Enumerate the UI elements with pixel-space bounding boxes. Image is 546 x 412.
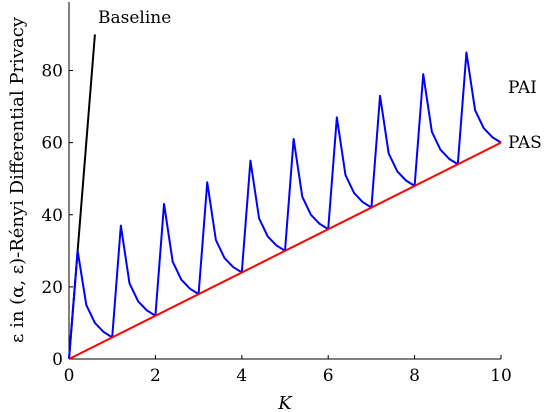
pas-line [68, 141, 502, 360]
pai-line [68, 51, 502, 360]
series-labels: Baseline PAI PAS [98, 8, 542, 153]
pai-label: PAI [508, 78, 537, 98]
x-tick-label: 4 [236, 366, 247, 386]
y-tick-label: 60 [41, 134, 63, 154]
axes [68, 2, 501, 360]
y-axis-title: ε in (α, ε)-Rényi Differential Privacy [7, 16, 28, 343]
x-tick-label: 2 [150, 366, 161, 386]
y-tick-label: 0 [52, 350, 63, 370]
y-tick-label: 80 [41, 62, 63, 82]
pas-label: PAS [508, 133, 542, 153]
x-tick-label: 8 [409, 366, 420, 386]
x-tick-label: 0 [64, 366, 75, 386]
series-layer [68, 34, 502, 360]
y-tick-label: 40 [41, 206, 63, 226]
y-tick-label: 20 [41, 278, 63, 298]
baseline-label: Baseline [98, 8, 171, 28]
x-axis-title: K [277, 393, 293, 412]
ticks: 0 2 4 6 8 10 0 20 40 60 80 [41, 62, 511, 386]
x-tick-label: 10 [490, 366, 512, 386]
x-tick-label: 6 [323, 366, 334, 386]
